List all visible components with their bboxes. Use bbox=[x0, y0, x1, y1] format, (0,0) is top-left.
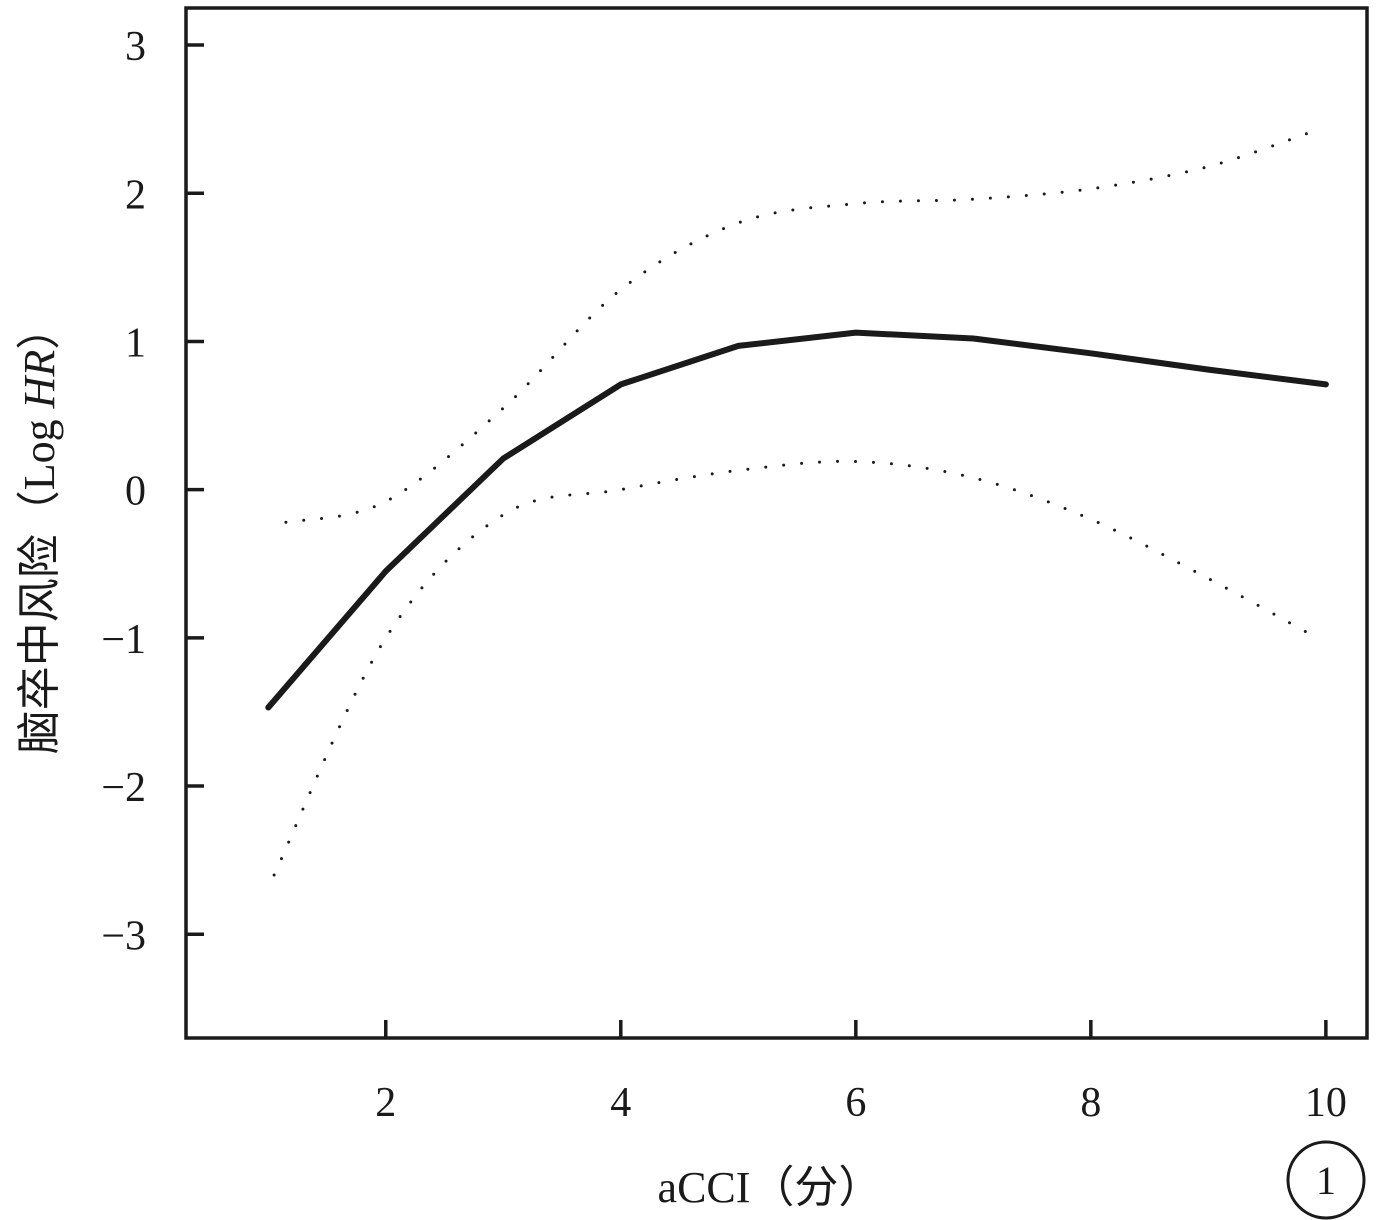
series-lower-ci bbox=[272, 459, 1316, 877]
y-tick-label: −3 bbox=[101, 913, 146, 959]
series-estimate bbox=[265, 329, 1329, 711]
x-tick-label: 6 bbox=[845, 1080, 866, 1126]
y-axis-title-suffix: ） bbox=[15, 306, 64, 350]
y-tick-label: 3 bbox=[125, 24, 146, 70]
panel-label: 1 bbox=[1286, 1140, 1366, 1220]
y-axis-title: 脑卒中风险（Log HR） bbox=[15, 306, 64, 755]
x-axis-title: aCCI（分） bbox=[658, 1163, 883, 1212]
x-tick-label: 8 bbox=[1080, 1080, 1101, 1126]
x-tick-label: 10 bbox=[1305, 1080, 1347, 1126]
x-tick-label: 2 bbox=[375, 1080, 396, 1126]
y-axis-title-italic: HR bbox=[15, 350, 64, 410]
x-axis: 2 4 6 8 10 bbox=[375, 1020, 1347, 1126]
y-axis-title-prefix: 脑卒中风险（Log bbox=[15, 408, 64, 754]
series-upper-ci bbox=[284, 129, 1316, 524]
plot-area bbox=[265, 129, 1329, 877]
plot-frame bbox=[184, 6, 1369, 1040]
y-tick-label: −2 bbox=[101, 765, 146, 811]
y-tick-label: −1 bbox=[101, 617, 146, 663]
panel-label-circle bbox=[1286, 1140, 1366, 1220]
panel-label-number: 1 bbox=[1316, 1158, 1336, 1203]
x-tick-label: 4 bbox=[610, 1080, 631, 1126]
y-axis: 3 2 1 0 −1 −2 −3 bbox=[101, 24, 204, 959]
y-tick-label: 2 bbox=[125, 172, 146, 218]
y-tick-label: 1 bbox=[125, 320, 146, 366]
y-tick-label: 0 bbox=[125, 469, 146, 515]
